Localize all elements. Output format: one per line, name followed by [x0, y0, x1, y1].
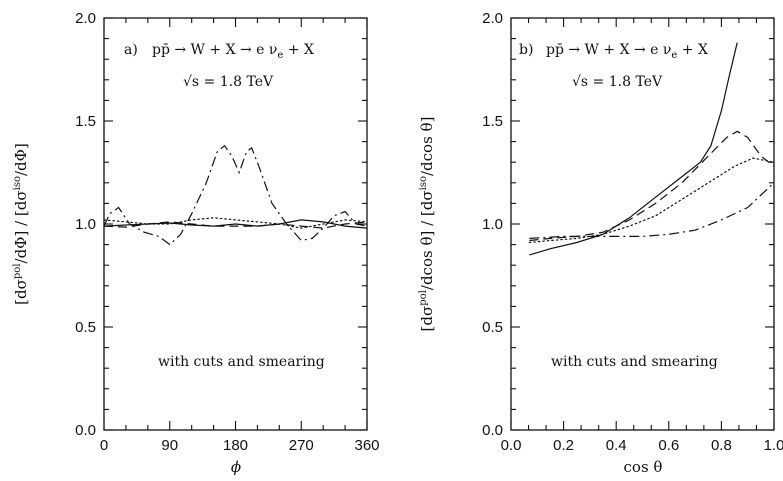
y-tick-label-a: 0.0 [75, 422, 96, 439]
panel-label-a: a) [124, 42, 138, 58]
y-axis-label-a: [dσpol/dΦ] / [dσiso/dΦ] [12, 143, 30, 305]
energy-label-a: √s = 1.8 TeV [183, 74, 274, 90]
process-label-b: pp̄ → W + X → e νe + X [546, 42, 708, 61]
x-tick-label-a: 90 [161, 437, 178, 454]
x-tick-label-b: 1.0 [764, 437, 783, 454]
y-tick-label-a: 1.0 [75, 216, 96, 233]
series-line-dashed-a [103, 221, 368, 229]
y-axis-label-b: [dσpol/dcos θ] / [dσiso/dcos θ] [418, 117, 436, 332]
x-tick-label-b: 0.2 [553, 437, 574, 454]
panel-b: b) pp̄ → W + X → e νe + X √s = 1.8 TeV w… [418, 10, 783, 476]
series-group-b [528, 42, 775, 256]
x-tick-label-b: 0.4 [606, 437, 627, 454]
y-tick-label-b: 0.5 [482, 319, 503, 336]
x-tick-label-b: 0.8 [711, 437, 732, 454]
x-tick-label-a: 0 [100, 437, 108, 454]
process-label-a: pp̄ → W + X → e νe + X [152, 42, 314, 61]
x-tick-label-a: 360 [354, 437, 379, 454]
ticks-a: 0 90 180 270 360 0.0 0.5 1.0 1.5 2.0 [75, 10, 379, 454]
series-line-dotted-b [528, 157, 775, 244]
x-axis-label-b: cos θ [624, 458, 663, 476]
y-tick-label-a: 2.0 [75, 10, 96, 27]
y-tick-label-b: 1.0 [482, 216, 503, 233]
y-tick-label-b: 1.5 [482, 113, 503, 130]
energy-label-b: √s = 1.8 TeV [572, 74, 663, 90]
x-tick-label-a: 180 [223, 437, 248, 454]
ticks-b: 0.0 0.2 0.4 0.6 0.8 1.0 0.0 0.5 1.0 1.5 2.0 [482, 10, 783, 454]
series-line-dashdot-b [529, 182, 775, 239]
note-label-a: with cuts and smearing [158, 354, 325, 370]
x-tick-label-b: 0.6 [658, 437, 679, 454]
y-tick-label-a: 0.5 [75, 319, 96, 336]
x-tick-label-b: 0.0 [501, 437, 522, 454]
panel-a: a) pp̄ → W + X → e νe + X √s = 1.8 TeV w… [12, 10, 380, 476]
y-tick-label-b: 2.0 [482, 10, 503, 27]
y-tick-label-b: 0.0 [482, 422, 503, 439]
series-line-dotted-a [103, 217, 368, 229]
note-label-b: with cuts and smearing [551, 354, 718, 370]
panel-label-b: b) [519, 42, 533, 58]
x-tick-label-a: 270 [289, 437, 314, 454]
series-group-a [103, 144, 368, 246]
y-tick-label-a: 1.5 [75, 113, 96, 130]
series-line-solid-b [529, 42, 738, 256]
series-line-dashdot-a [103, 144, 368, 246]
x-axis-label-a: ϕ [231, 458, 241, 476]
series-line-dashed-b [529, 130, 775, 242]
